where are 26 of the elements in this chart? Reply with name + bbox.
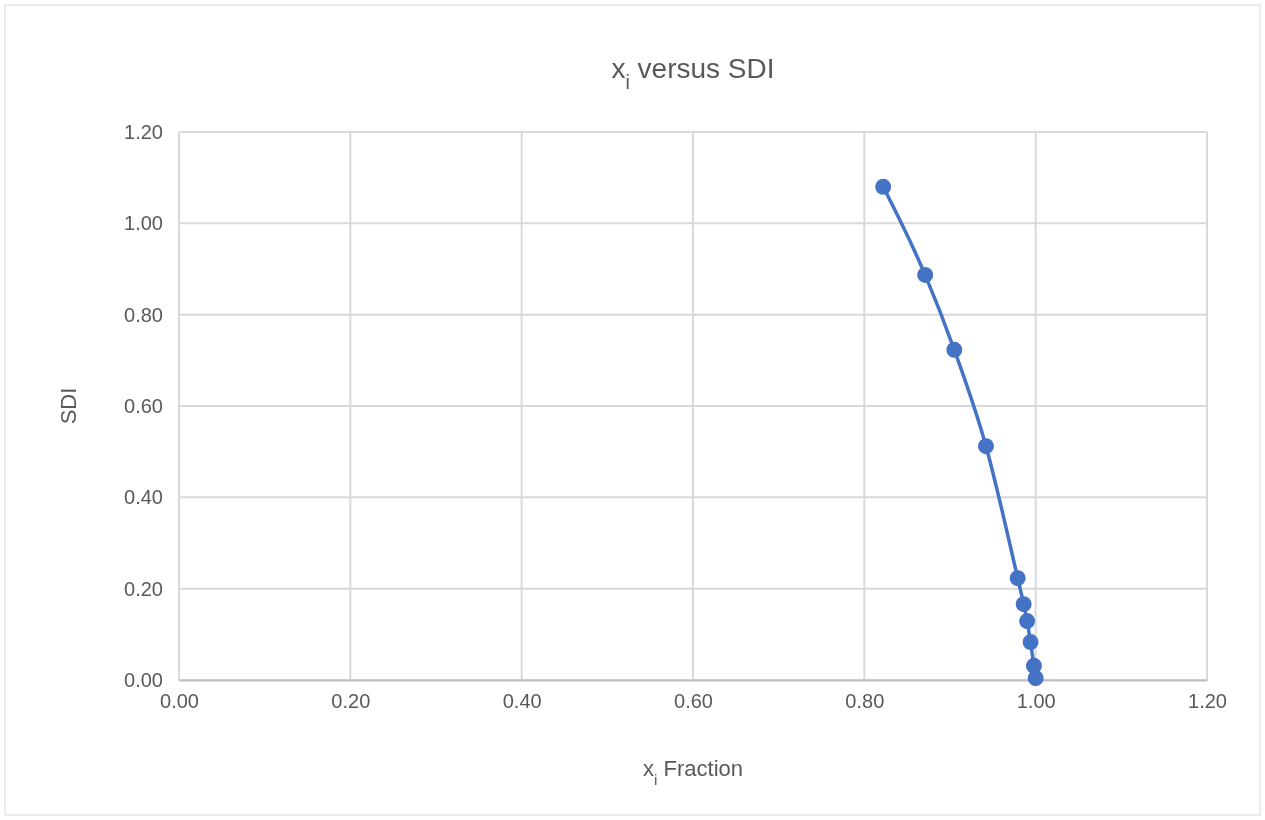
y-tick-label: 0.40 [124,486,163,509]
y-tick-label: 0.00 [124,668,163,691]
point [1015,596,1032,613]
chart-title: x$_{i}$ versus SDI [611,53,775,93]
y-tick-label: 1.20 [124,120,163,143]
y-tick-label: 0.80 [124,303,163,326]
x-tick-label: 0.00 [160,690,199,713]
point [1027,670,1044,687]
point [1019,613,1036,630]
point [875,178,892,195]
point [1009,570,1026,587]
point [1022,634,1039,651]
y-tick-label: 0.20 [124,577,163,600]
y-tick-label: 0.60 [124,394,163,417]
y-tick-label: 1.00 [124,212,163,235]
x-tick-label: 1.00 [1016,690,1056,713]
x-axis-title: x$_{i}$ Fraction [642,756,744,788]
x-tick-label: 1.20 [1188,690,1227,713]
x-tick-label: 0.20 [331,690,371,713]
x-tick-label: 0.80 [845,690,885,713]
point [946,341,963,358]
point [917,266,934,283]
x-tick-label: 0.60 [674,690,713,713]
x-tick-label: 0.40 [502,690,542,713]
y-axis-title: SDI [56,387,81,425]
point [978,438,994,455]
